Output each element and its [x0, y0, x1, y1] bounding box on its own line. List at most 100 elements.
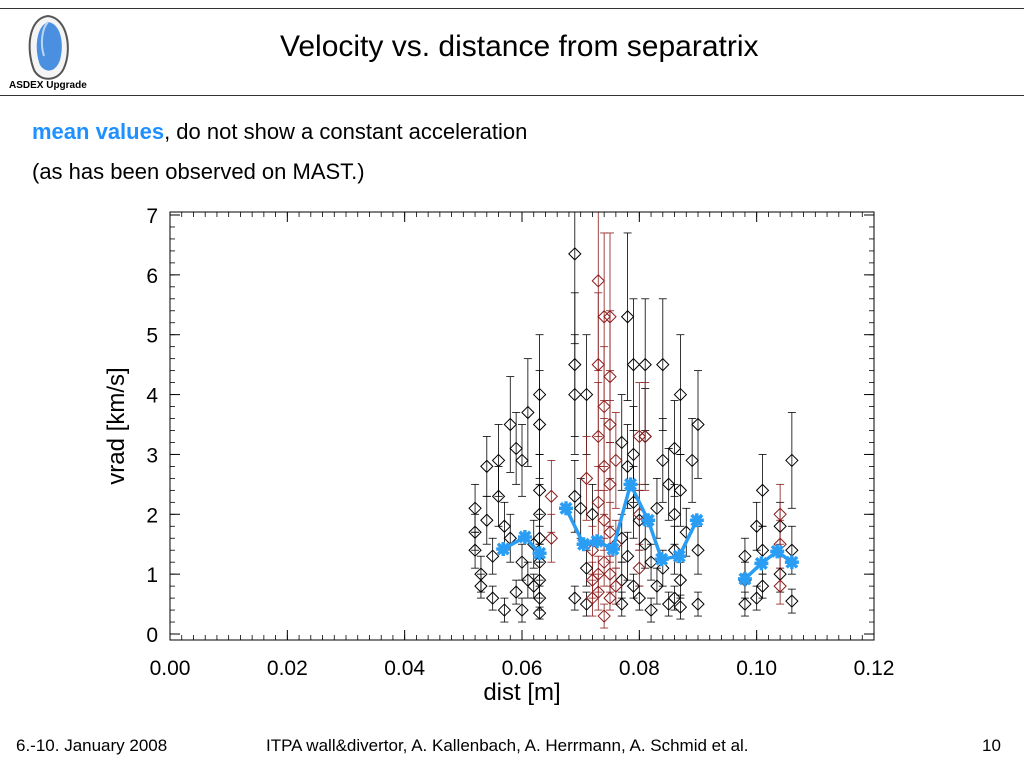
black-diamond-point: [480, 459, 494, 474]
black-diamond-point: [656, 561, 670, 575]
black-diamond-point: [773, 519, 787, 533]
red-diamond-point: [603, 591, 617, 605]
black-diamond-point: [532, 555, 547, 569]
y-tick-label: 4: [146, 385, 158, 408]
mean-value-point: [770, 544, 785, 559]
black-diamond-point: [749, 519, 764, 533]
y-axis-label: vrad [km/s]: [103, 367, 130, 484]
red-diamond-point: [609, 579, 623, 593]
x-tick-label: 0.08: [619, 657, 660, 680]
x-tick-label: 0.06: [502, 657, 543, 680]
black-diamond-point: [685, 453, 699, 468]
black-diamond-point: [755, 579, 770, 593]
red-diamond-point: [773, 507, 787, 522]
red-diamond-point: [632, 429, 647, 444]
red-diamond-point: [603, 369, 617, 384]
black-diamond-point: [497, 519, 512, 533]
y-tick-label: 5: [146, 325, 158, 348]
black-diamond-point: [532, 573, 547, 587]
red-diamond-point: [591, 429, 605, 444]
mean-value-point: [754, 556, 769, 571]
top-rule: [0, 8, 1024, 9]
x-tick-label: 0.12: [854, 657, 895, 680]
black-diamond-point: [755, 543, 770, 557]
black-diamond-point: [579, 387, 594, 402]
black-diamond-point: [521, 405, 535, 420]
black-diamond-point: [568, 489, 582, 504]
black-diamond-point: [691, 597, 705, 611]
subtitle-line-2: (as has been observed on MAST.): [32, 159, 365, 184]
slide-title: Velocity vs. distance from separatrix: [280, 30, 759, 63]
page-number: 10: [982, 736, 1001, 755]
subtitle-rest: , do not show a constant acceleration: [164, 119, 528, 144]
black-diamond-point: [485, 549, 500, 563]
black-diamond-point: [515, 603, 529, 617]
y-tick-label: 1: [146, 564, 158, 587]
footer-date: 6.-10. January 2008: [16, 736, 168, 755]
header-rule: [0, 95, 1024, 96]
x-axis-label: dist [m]: [483, 679, 560, 706]
red-diamond-point: [597, 310, 611, 324]
black-diamond-point: [620, 459, 635, 474]
black-diamond-point: [615, 597, 629, 611]
asdex-logo: [8, 10, 98, 94]
black-diamond-point: [468, 501, 482, 516]
red-diamond-point: [603, 567, 617, 581]
black-diamond-point: [485, 591, 500, 605]
black-diamond-point: [620, 549, 635, 563]
mean-value-point: [605, 542, 620, 557]
black-diamond-point: [532, 606, 547, 620]
red-diamond-point: [603, 417, 617, 432]
black-diamond-point: [638, 537, 652, 551]
black-diamond-point: [661, 477, 676, 492]
black-diamond-point: [532, 387, 547, 402]
mean-value-point: [641, 513, 656, 528]
red-diamond-point: [597, 459, 611, 474]
mean-value-point: [784, 555, 799, 570]
red-diamond-point: [597, 513, 611, 527]
mean-value-point: [590, 534, 605, 549]
mean-value-point: [576, 537, 591, 552]
black-diamond-point: [468, 543, 482, 557]
mean-line: [743, 549, 793, 581]
black-diamond-point: [749, 591, 764, 605]
black-diamond-point: [667, 507, 682, 522]
red-diamond-point: [591, 357, 605, 372]
black-diamond-point: [755, 483, 770, 498]
black-diamond-point: [785, 453, 799, 468]
black-diamond-point: [568, 387, 582, 402]
x-tick-label: 0.10: [736, 657, 777, 680]
red-diamond-point: [773, 579, 787, 593]
black-diamond-point: [667, 591, 682, 605]
axes: 0.00 0.02 0.04 0.06 0.08 0.10 0.12 0 1 2 3 4 5 6 7: [146, 205, 894, 680]
x-tick-label: 0.00: [150, 657, 191, 680]
red-diamond-point: [591, 567, 605, 581]
mean-value-point: [623, 477, 638, 492]
black-diamond-point: [579, 561, 594, 575]
y-tick-label: 6: [146, 265, 158, 288]
black-diamond-point: [650, 579, 664, 593]
black-diamond-point: [738, 549, 752, 563]
black-diamond-point: [515, 555, 529, 569]
subtitle-line-1: mean values, do not show a constant acce…: [32, 119, 527, 145]
black-diamond-point: [738, 597, 752, 611]
black-diamond-point: [673, 573, 688, 587]
red-diamond-point: [544, 489, 559, 504]
black-diamond-point: [532, 591, 547, 605]
mean-series: [496, 477, 799, 586]
red-diamond-point: [544, 531, 559, 545]
black-diamond-point: [491, 453, 506, 468]
red-diamond-point: [603, 310, 617, 324]
black-diamond-point: [532, 417, 547, 432]
data-points: [468, 247, 799, 623]
black-diamond-point: [532, 531, 547, 545]
mean-value-point: [689, 513, 704, 528]
red-diamond-point: [603, 477, 617, 492]
black-diamond-point: [509, 441, 523, 456]
red-diamond-point: [632, 561, 647, 575]
black-diamond-point: [480, 513, 494, 527]
black-diamond-point: [468, 525, 482, 539]
mean-value-point: [517, 530, 532, 545]
red-diamond-point: [591, 495, 605, 510]
